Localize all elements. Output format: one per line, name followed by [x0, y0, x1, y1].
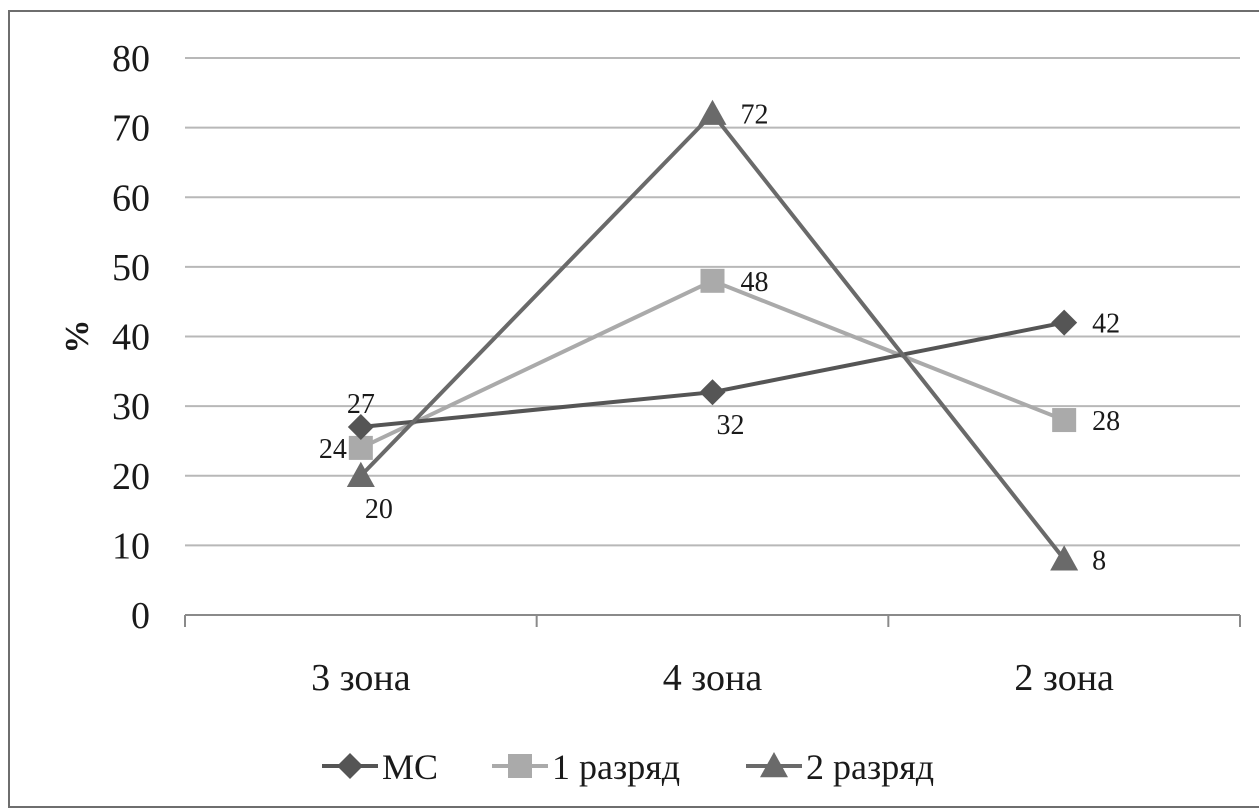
data-label: 28: [1092, 406, 1120, 437]
data-label: 27: [347, 389, 375, 420]
legend-item: МС: [322, 747, 438, 787]
y-tick-label: 80: [112, 38, 150, 80]
data-point-marker: [700, 268, 725, 293]
legend-label: 1 разряд: [552, 747, 680, 787]
y-axis-label: %: [59, 320, 96, 354]
data-label: 32: [717, 410, 745, 441]
legend: МС 1 разряд 2 разряд: [322, 747, 934, 787]
legend-marker: [760, 752, 788, 778]
series-line: [360, 320, 1065, 430]
data-label: 20: [365, 494, 393, 525]
legend-item: 1 разряд: [492, 747, 680, 787]
x-tick-label: 4 зона: [663, 657, 763, 699]
data-label: 42: [1092, 309, 1120, 340]
data-label: 24: [319, 434, 347, 465]
y-tick-label: 10: [112, 525, 150, 567]
legend-label: 2 разряд: [806, 747, 934, 787]
axes: [184, 614, 1241, 627]
y-tick-label: 60: [112, 177, 150, 219]
legend-label: МС: [382, 747, 438, 787]
data-point-marker: [698, 99, 727, 125]
x-tick-label: 3 зона: [311, 657, 411, 699]
y-tick-label: 20: [112, 456, 150, 498]
x-tick-label: 2 зона: [1014, 657, 1114, 699]
y-tick-labels: 0 10 20 30 40 50 60 70 80: [112, 38, 150, 637]
data-point-marker: [347, 414, 374, 441]
legend-marker: [337, 753, 363, 779]
chart-frame: [8, 10, 1259, 808]
gridlines: [185, 57, 1240, 547]
data-point-marker: [1051, 309, 1078, 336]
y-tick-label: 30: [112, 386, 150, 428]
data-label: 8: [1092, 545, 1106, 576]
x-tick-labels: 3 зона 4 зона 2 зона: [311, 657, 1114, 699]
data-labels: 27 32 42 24 48 28 20 72 8: [319, 100, 1120, 577]
y-tick-label: 40: [112, 317, 150, 359]
data-point-marker: [1052, 408, 1077, 433]
y-tick-label: 70: [112, 108, 150, 150]
data-point-marker: [1050, 545, 1079, 571]
legend-marker: [508, 754, 532, 778]
data-point-marker: [699, 379, 726, 406]
legend-item: 2 разряд: [746, 747, 934, 787]
data-label: 72: [741, 100, 769, 131]
y-tick-label: 50: [112, 247, 150, 289]
series-markers: [346, 99, 1079, 571]
data-point-marker: [346, 461, 375, 487]
y-tick-label: 0: [131, 595, 150, 637]
data-label: 48: [741, 267, 769, 298]
